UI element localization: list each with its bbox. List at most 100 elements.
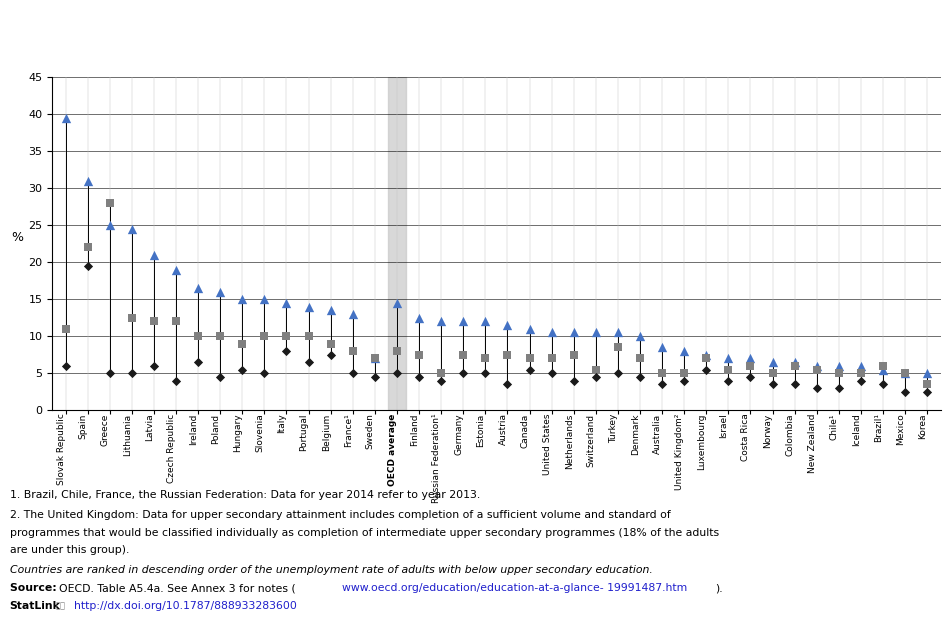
Text: Mexico: Mexico [896, 413, 905, 445]
Point [676, 376, 692, 386]
Text: France¹: France¹ [344, 413, 352, 447]
Text: Costa Rica: Costa Rica [742, 413, 750, 461]
Text: Poland: Poland [211, 413, 220, 444]
Point [676, 346, 692, 356]
Point [698, 349, 713, 360]
Text: Countries are ranked in descending order of the unemployment rate of adults with: Countries are ranked in descending order… [10, 565, 653, 576]
Point [522, 353, 537, 363]
Text: ⓂⓂ: ⓂⓂ [55, 601, 66, 610]
Point [191, 357, 206, 367]
Text: Finland: Finland [410, 413, 419, 446]
Point [168, 376, 183, 386]
Point [544, 353, 560, 363]
Text: 2. The United Kingdom: Data for upper secondary attainment includes completion o: 2. The United Kingdom: Data for upper se… [10, 510, 671, 520]
Text: Hungary: Hungary [234, 413, 242, 452]
Point [655, 368, 670, 378]
Point [876, 379, 891, 390]
Text: StatLink: StatLink [10, 601, 60, 612]
Text: ).: ). [715, 583, 723, 594]
Point [323, 338, 338, 349]
Text: Italy: Italy [277, 413, 287, 433]
Point [279, 346, 294, 356]
Text: United Kingdom²: United Kingdom² [675, 413, 684, 490]
Text: Sweden: Sweden [366, 413, 375, 449]
Point [920, 387, 935, 397]
Point [146, 361, 162, 371]
Point [633, 331, 648, 341]
Point [500, 379, 515, 390]
Text: Spain: Spain [79, 413, 87, 439]
Point [566, 349, 581, 360]
Point [676, 368, 692, 378]
Point [411, 313, 427, 323]
Point [368, 353, 383, 363]
Point [787, 379, 802, 390]
Point [898, 368, 913, 378]
Point [146, 316, 162, 326]
Point [256, 368, 272, 378]
Point [876, 364, 891, 374]
Text: http://dx.doi.org/10.1787/888933283600: http://dx.doi.org/10.1787/888933283600 [74, 601, 297, 612]
Point [191, 331, 206, 341]
Text: Netherlands: Netherlands [564, 413, 574, 469]
Point [279, 297, 294, 308]
Point [698, 364, 713, 374]
Text: Luxembourg: Luxembourg [697, 413, 706, 470]
Point [478, 368, 493, 378]
Point [522, 324, 537, 334]
Point [390, 297, 405, 308]
Point [279, 331, 294, 341]
Point [124, 313, 140, 323]
Point [566, 376, 581, 386]
Text: Greece: Greece [101, 413, 109, 446]
Point [809, 383, 825, 393]
Point [146, 249, 162, 260]
Text: Colombia: Colombia [786, 413, 794, 456]
Point [124, 368, 140, 378]
Text: Germany: Germany [454, 413, 464, 455]
Point [411, 372, 427, 382]
Y-axis label: %: % [11, 231, 24, 244]
Text: Portugal: Portugal [299, 413, 309, 451]
Point [235, 294, 250, 304]
Point [920, 368, 935, 378]
Point [102, 197, 117, 208]
Text: Denmark: Denmark [631, 413, 640, 455]
Text: Estonia: Estonia [476, 413, 485, 447]
Text: Belgium: Belgium [322, 413, 331, 451]
Point [213, 372, 228, 382]
Text: Norway: Norway [764, 413, 772, 447]
Point [433, 368, 448, 378]
Point [588, 364, 603, 374]
Text: Brazil¹: Brazil¹ [874, 413, 884, 442]
Point [522, 364, 537, 374]
Point [456, 368, 471, 378]
Point [831, 383, 846, 393]
Point [898, 387, 913, 397]
Point [58, 324, 73, 334]
Text: Russian Federation¹: Russian Federation¹ [432, 413, 441, 503]
Point [610, 328, 625, 338]
Point [301, 357, 316, 367]
Point [345, 346, 360, 356]
Point [456, 349, 471, 360]
Point [809, 364, 825, 374]
Point [610, 368, 625, 378]
Point [102, 220, 117, 230]
Point [235, 364, 250, 374]
Text: www.oecd.org/education/education-at-a-glance- 19991487.htm: www.oecd.org/education/education-at-a-gl… [342, 583, 687, 594]
Point [544, 328, 560, 338]
Point [544, 368, 560, 378]
Point [721, 364, 736, 374]
Text: Korea: Korea [919, 413, 927, 439]
Text: Lithuania: Lithuania [123, 413, 132, 456]
Point [433, 376, 448, 386]
Point [698, 353, 713, 363]
Point [80, 176, 95, 186]
Point [743, 353, 758, 363]
Text: Slovak Republic: Slovak Republic [56, 413, 66, 485]
Point [256, 294, 272, 304]
Point [213, 331, 228, 341]
Text: OECD average: OECD average [388, 413, 397, 486]
Bar [388, 77, 407, 410]
